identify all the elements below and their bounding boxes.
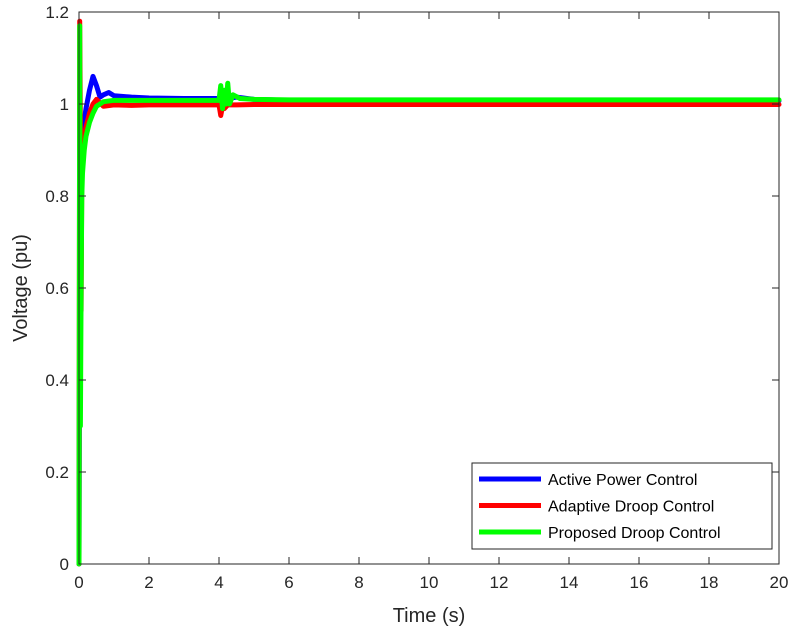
legend-label: Adaptive Droop Control xyxy=(548,499,714,516)
legend: Active Power Control Adaptive Droop Contr… xyxy=(471,462,773,550)
y-tick-label: 0 xyxy=(60,555,69,574)
legend-label: Proposed Droop Control xyxy=(548,525,721,542)
y-axis-title: Voltage (pu) xyxy=(10,234,32,342)
x-tick-label: 18 xyxy=(700,573,719,592)
series-line-2 xyxy=(76,23,782,567)
x-tick-label: 20 xyxy=(770,573,789,592)
series-layer xyxy=(76,18,782,567)
y-tick-label: 0.4 xyxy=(45,371,69,390)
ticks-layer: 0 2 4 6 8 10 12 14 16 18 20 0 0.2 0.4 0.6 0.8 1 1.2 xyxy=(45,3,788,592)
y-tick-label: 1.2 xyxy=(45,3,69,22)
x-tick-label: 6 xyxy=(284,573,293,592)
x-tick-label: 2 xyxy=(144,573,153,592)
y-tick-label: 1 xyxy=(60,95,69,114)
legend-label: Active Power Control xyxy=(548,472,697,489)
x-axis-title: Time (s) xyxy=(393,605,466,627)
y-tick-label: 0.2 xyxy=(45,463,69,482)
y-tick-label: 0.6 xyxy=(45,279,69,298)
x-tick-label: 16 xyxy=(630,573,649,592)
x-tick-label: 14 xyxy=(560,573,579,592)
x-tick-label: 0 xyxy=(74,573,83,592)
y-tick-label: 0.8 xyxy=(45,187,69,206)
x-tick-label: 10 xyxy=(420,573,439,592)
x-tick-label: 8 xyxy=(354,573,363,592)
x-tick-label: 12 xyxy=(490,573,509,592)
x-tick-label: 4 xyxy=(214,573,223,592)
